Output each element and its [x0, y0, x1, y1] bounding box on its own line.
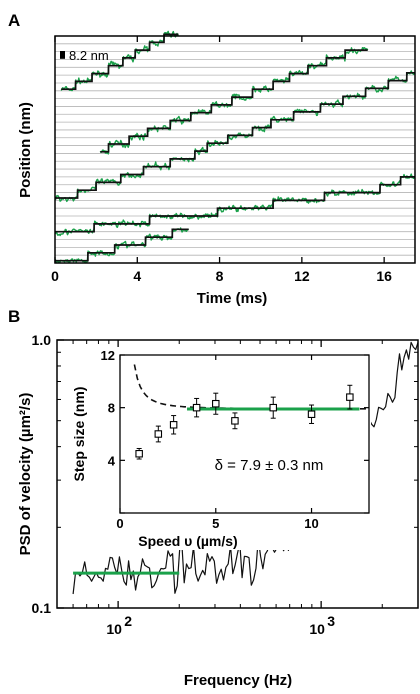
y-axis-label-b: PSD of velocity (µm²/s) — [17, 393, 34, 556]
raw-trace — [54, 227, 189, 264]
x-tick-label: 0 — [51, 268, 59, 284]
x-tick-label: 10 — [106, 621, 122, 637]
inset-frame — [119, 354, 370, 514]
step-fit — [55, 176, 415, 233]
data-point — [169, 421, 178, 429]
inset: 0 5 10 4 8 12 δ = 7.9 ± 0.3 nm Speed υ (µm/s)… — [71, 348, 371, 550]
inset-background — [117, 352, 371, 550]
panel-letter-a: A — [8, 11, 20, 30]
inset-plot — [133, 364, 369, 460]
x-tick-label: 12 — [294, 268, 310, 284]
x-axis-ticks: 0 4 8 12 16 — [51, 36, 392, 284]
x-tick-label: 16 — [376, 268, 392, 284]
x-tick-label-exp: 2 — [124, 613, 132, 629]
y-axis-label-a: Position (nm) — [17, 102, 34, 198]
data-point — [346, 393, 354, 401]
psd-axis-ticks: 10 2 10 30.11.0 — [32, 332, 418, 637]
panel-b: B 10 2 10 30.11.0 Frequency (Hz) PSD of vel… — [8, 307, 419, 689]
x-axis-label-a: Time (ms) — [197, 290, 268, 307]
step-fit — [55, 71, 415, 199]
inset-x-tick-label: 5 — [212, 516, 219, 531]
y-tick-label: 0.1 — [32, 600, 52, 616]
data-point — [135, 449, 143, 458]
inset-y-tick-label: 4 — [108, 453, 116, 468]
inset-y-tick-label: 8 — [108, 401, 115, 416]
step-traces — [54, 30, 416, 264]
grid-lines — [55, 43, 415, 256]
scale-bar — [60, 51, 65, 59]
step-fit — [61, 33, 179, 91]
plot-frame-b — [56, 339, 419, 609]
data-point — [269, 403, 277, 412]
raw-trace — [54, 173, 416, 237]
inset-y-tick-label: 12 — [101, 348, 115, 363]
data-point — [212, 399, 220, 408]
panel-a: A 0 4 8 12 16 8.2 nm Time (ms) Position (nm) — [8, 11, 416, 307]
x-tick-label: 4 — [133, 268, 141, 284]
inset-x-tick-label: 10 — [304, 516, 318, 531]
data-point — [154, 430, 163, 438]
inset-y-axis-label: Step size (nm) — [71, 387, 87, 482]
x-axis-label-b: Frequency (Hz) — [184, 672, 292, 689]
panel-letter-b: B — [8, 307, 20, 326]
inset-axis-ticks: 0 5 10 4 8 12 — [101, 348, 369, 531]
step-fit — [55, 228, 189, 262]
x-tick-label: 10 — [309, 621, 325, 637]
plot-frame-a — [54, 35, 416, 264]
data-point — [192, 403, 201, 412]
y-tick-label: 1.0 — [32, 332, 52, 348]
x-tick-label-exp: 3 — [327, 613, 335, 629]
scale-bar-label: 8.2 nm — [69, 48, 109, 63]
inset-x-tick-label: 0 — [116, 516, 123, 531]
data-point — [307, 410, 316, 418]
step-size-annotation: δ = 7.9 ± 0.3 nm — [215, 457, 324, 474]
inset-x-axis-label: Speed υ (µm/s) — [138, 533, 237, 549]
data-point — [231, 417, 239, 425]
step-fit — [100, 49, 368, 153]
x-tick-label: 8 — [216, 268, 224, 284]
